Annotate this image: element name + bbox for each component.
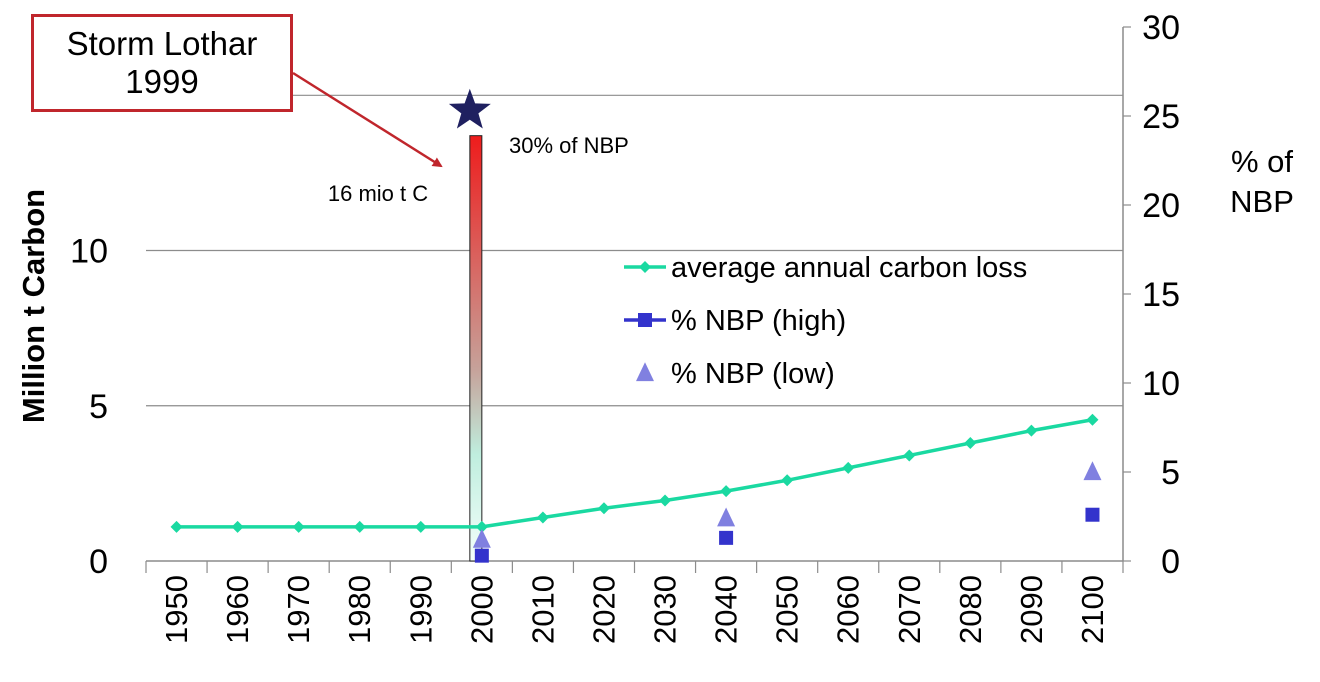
storm-callout-line-2: 1999 — [125, 63, 199, 100]
event-bar — [469, 135, 483, 562]
x-tick-label: 1990 — [403, 575, 438, 644]
data-point — [659, 494, 672, 507]
x-tick-label: 1960 — [220, 575, 255, 644]
right-axis-title: NBP — [1230, 184, 1294, 219]
left-axis-title: Million t Carbon — [16, 189, 51, 423]
storm-callout-line-1: Storm Lothar — [66, 25, 258, 62]
right-tick-label: 20 — [1142, 187, 1180, 225]
right-tick-label: 10 — [1142, 365, 1180, 403]
data-point — [717, 507, 736, 527]
legend-marker — [636, 362, 654, 382]
legend: average annual carbon loss % NBP (high) % … — [624, 252, 1027, 390]
x-tick-label: 2050 — [770, 575, 805, 644]
x-tick-label: 2100 — [1075, 575, 1110, 644]
x-tick-label: 2080 — [953, 575, 988, 644]
data-point — [964, 437, 977, 450]
right-tick-label: 0 — [1161, 543, 1180, 581]
right-tick-label: 15 — [1142, 276, 1180, 314]
x-tick-label: 2030 — [648, 575, 683, 644]
left-tick-label: 10 — [70, 233, 108, 271]
x-tick-label: 2040 — [709, 575, 744, 644]
annotations: 16 mio t C 30% of NBP — [292, 71, 629, 206]
data-point — [472, 528, 491, 548]
legend-marker — [639, 261, 651, 273]
right-tick-label: 5 — [1161, 454, 1180, 492]
x-tick-label: 2020 — [586, 575, 621, 644]
right-axis-title: % of — [1231, 144, 1293, 179]
data-point — [842, 461, 855, 474]
legend-marker — [638, 313, 652, 327]
data-point — [1025, 424, 1038, 437]
axes — [145, 26, 1131, 573]
callout-arrow — [292, 71, 443, 168]
data-point — [781, 474, 794, 487]
data-point — [475, 520, 488, 533]
data-point — [536, 511, 549, 524]
series-line — [176, 418, 1093, 529]
event-bar-label: 16 mio t C — [328, 181, 428, 206]
x-tick-label: 2010 — [525, 575, 560, 644]
x-tick-label: 1970 — [281, 575, 316, 644]
gridlines — [146, 94, 1123, 407]
x-tick-label: 1950 — [159, 575, 194, 644]
event-star — [448, 88, 491, 129]
series-layer — [170, 413, 1102, 563]
data-point — [903, 449, 916, 462]
event-star-label: 30% of NBP — [509, 133, 629, 158]
x-tick-label: 2090 — [1014, 575, 1049, 644]
data-point — [597, 502, 610, 515]
data-point — [414, 520, 427, 533]
left-tick-label: 5 — [89, 388, 108, 426]
x-tick-label: 1980 — [342, 575, 377, 644]
storm-callout-box: Storm Lothar 1999 — [31, 14, 293, 112]
x-tick-label: 2060 — [831, 575, 866, 644]
data-point — [353, 520, 366, 533]
right-tick-label: 25 — [1142, 98, 1180, 136]
legend-label: average annual carbon loss — [671, 252, 1027, 284]
data-point — [1085, 507, 1100, 522]
data-point — [474, 548, 489, 563]
right-tick-label: 30 — [1142, 9, 1180, 47]
legend-label: % NBP (low) — [671, 358, 835, 390]
x-tick-label: 2070 — [892, 575, 927, 644]
data-point — [292, 520, 305, 533]
x-tick-label: 2000 — [464, 575, 499, 644]
data-point — [1086, 413, 1099, 426]
data-point — [720, 485, 733, 498]
left-tick-label: 0 — [89, 543, 108, 581]
data-point — [170, 520, 183, 533]
data-point — [231, 520, 244, 533]
data-point — [719, 530, 734, 545]
data-point — [1083, 461, 1102, 481]
legend-label: % NBP (high) — [671, 305, 846, 337]
event-bar-layer — [469, 135, 483, 562]
